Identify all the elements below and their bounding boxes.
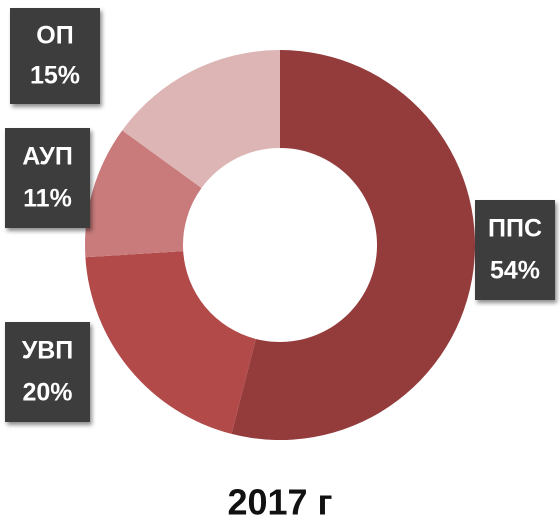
label-box — [10, 8, 100, 104]
donut — [85, 50, 475, 440]
label-box — [5, 128, 90, 228]
value-label: 54% — [490, 257, 540, 285]
label-box — [475, 200, 555, 300]
value-label: 15% — [30, 62, 80, 90]
category-label: УВП — [22, 337, 74, 365]
slice — [231, 50, 475, 440]
slice — [85, 130, 202, 258]
category-label: АУП — [22, 143, 73, 171]
label-box — [5, 322, 90, 422]
value-label: 11% — [23, 185, 72, 213]
labels: ППС 54% УВП 20% АУП 11% ОП 15% — [5, 8, 555, 422]
slice — [122, 50, 280, 188]
chart-title: 2017 г — [227, 482, 332, 523]
category-label: ППС — [488, 215, 542, 243]
category-label: ОП — [36, 21, 73, 49]
value-label: 20% — [22, 379, 72, 407]
slice — [85, 251, 256, 434]
